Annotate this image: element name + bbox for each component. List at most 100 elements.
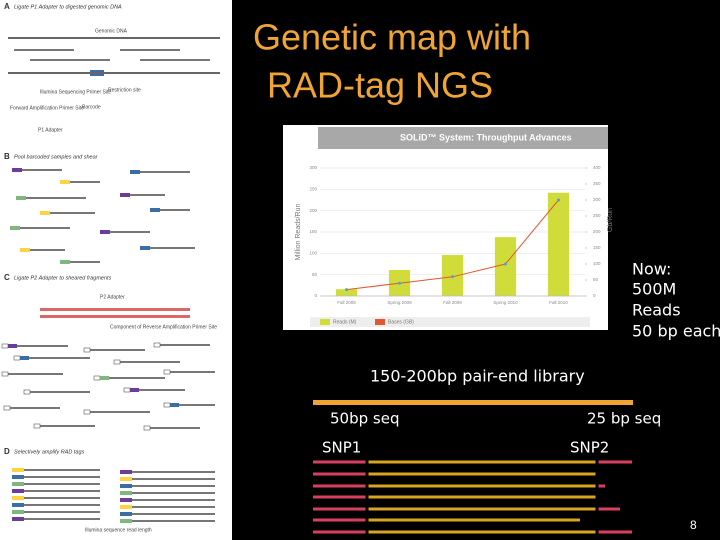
barcode-adapter [12, 475, 24, 479]
adapter [33, 423, 41, 429]
barcode-adapter [120, 193, 130, 197]
panel-heading: Selectively amplify RAD tags [14, 449, 85, 455]
barcode-adapter [60, 260, 70, 264]
y2-tick-label: 300 [593, 197, 601, 202]
read [367, 530, 597, 534]
read [367, 495, 597, 499]
x-tick-label: Fall 2008 [337, 300, 356, 305]
point [345, 288, 348, 292]
x-tick-label: Spring 2009 [387, 300, 412, 305]
y-tick-label: 150 [309, 229, 317, 234]
rad-figure [0, 0, 232, 540]
adapter [1, 371, 9, 377]
read-end [313, 530, 367, 534]
panel-heading: Pool barcoded samples and shear [14, 154, 99, 160]
x-tick-label: Fall 2010 [549, 300, 568, 305]
barcode-adapter [12, 168, 22, 172]
barcode-adapter [120, 512, 132, 516]
barcode-adapter [12, 510, 24, 514]
barcode-adapter [12, 482, 24, 486]
read [367, 460, 597, 464]
read-end [597, 507, 620, 511]
figure-label: P2 Adapter [100, 294, 125, 300]
slide-title: Genetic map with [253, 17, 531, 58]
barcode-adapter [150, 208, 160, 212]
legend-swatch [375, 319, 385, 325]
read-end [597, 484, 605, 488]
note: 50 bp each [632, 322, 720, 341]
barcode-adapter [12, 489, 24, 493]
legend-swatch [320, 319, 330, 325]
figure-label: P1 Adapter [38, 127, 63, 133]
p2-adapter [40, 315, 190, 318]
chart-title: SOLiD™ System: Throughput Advances [400, 132, 572, 142]
x-tick-label: Fall 2009 [443, 300, 462, 305]
y2-tick-label: 100 [593, 261, 601, 266]
figure-label: Illumina sequence read length [85, 527, 152, 533]
adapter [113, 359, 121, 365]
bar [547, 192, 570, 296]
panel-letter: B [4, 152, 10, 161]
library-label: 150-200bp pair-end library [370, 367, 585, 386]
citation: Nathan A et al. [147, 127, 199, 136]
y-tick-label: 100 [309, 251, 317, 256]
y2-tick-label: 0 [593, 293, 596, 298]
y2-tick-label: 350 [593, 181, 601, 186]
y-axis-label: Million Reads/Run [295, 203, 302, 260]
read-end [313, 472, 367, 476]
adapter [13, 355, 21, 361]
panel-letter: C [4, 273, 10, 282]
panel-heading: Ligate P1 Adapter to digested genomic DN… [14, 4, 122, 10]
figure-label: Barcode [82, 104, 101, 110]
note: Now: [632, 260, 671, 279]
adapter [93, 375, 101, 381]
adapter [83, 347, 91, 353]
barcode-adapter [100, 230, 110, 234]
panel-letter: D [4, 447, 10, 456]
barcode-adapter [16, 196, 26, 200]
snp-label: SNP1 [322, 439, 361, 457]
adapter [163, 402, 171, 408]
barcode-adapter [8, 344, 17, 348]
barcode-adapter [10, 226, 20, 230]
barcode-adapter [20, 356, 29, 360]
page-number: 8 [690, 518, 697, 532]
panel-letter: A [4, 2, 10, 11]
read-end [313, 484, 367, 488]
read-end [313, 507, 367, 511]
barcode-adapter [120, 484, 132, 488]
note: Reads [632, 301, 681, 320]
barcode-adapter [120, 470, 132, 474]
barcode-adapter [120, 519, 132, 523]
panel-heading: Ligate P2 Adapter to sheared fragments [14, 275, 112, 281]
y2-tick-label: 400 [593, 165, 601, 170]
chart-header [318, 127, 608, 149]
barcode-adapter [120, 498, 132, 502]
barcode-adapter [12, 468, 24, 472]
adapter [1, 343, 9, 349]
figure-label: Forward Amplification Primer Site [10, 105, 84, 111]
barcode-adapter [130, 388, 139, 392]
y-tick-label: 50 [312, 272, 318, 277]
point [398, 281, 401, 285]
barcode-adapter [12, 503, 24, 507]
figure-label: Component of Reverse Amplification Prime… [110, 324, 217, 330]
adapter [3, 405, 11, 411]
barcode-adapter [100, 376, 109, 380]
point [504, 262, 507, 266]
y2-tick-label: 150 [593, 245, 601, 250]
figure-label: Genomic DNA [95, 28, 128, 34]
barcode-adapter [60, 180, 70, 184]
read-label: 25 bp seq [587, 410, 661, 428]
adapter [123, 387, 131, 393]
barcode-adapter [120, 477, 132, 481]
barcode-adapter [140, 246, 150, 250]
slide-title: RAD-tag NGS [267, 65, 493, 106]
barcode-adapter [12, 517, 24, 521]
y-tick-label: 300 [309, 165, 317, 170]
adapter [23, 389, 31, 395]
snp-label: SNP2 [570, 439, 609, 457]
reads [313, 460, 632, 534]
